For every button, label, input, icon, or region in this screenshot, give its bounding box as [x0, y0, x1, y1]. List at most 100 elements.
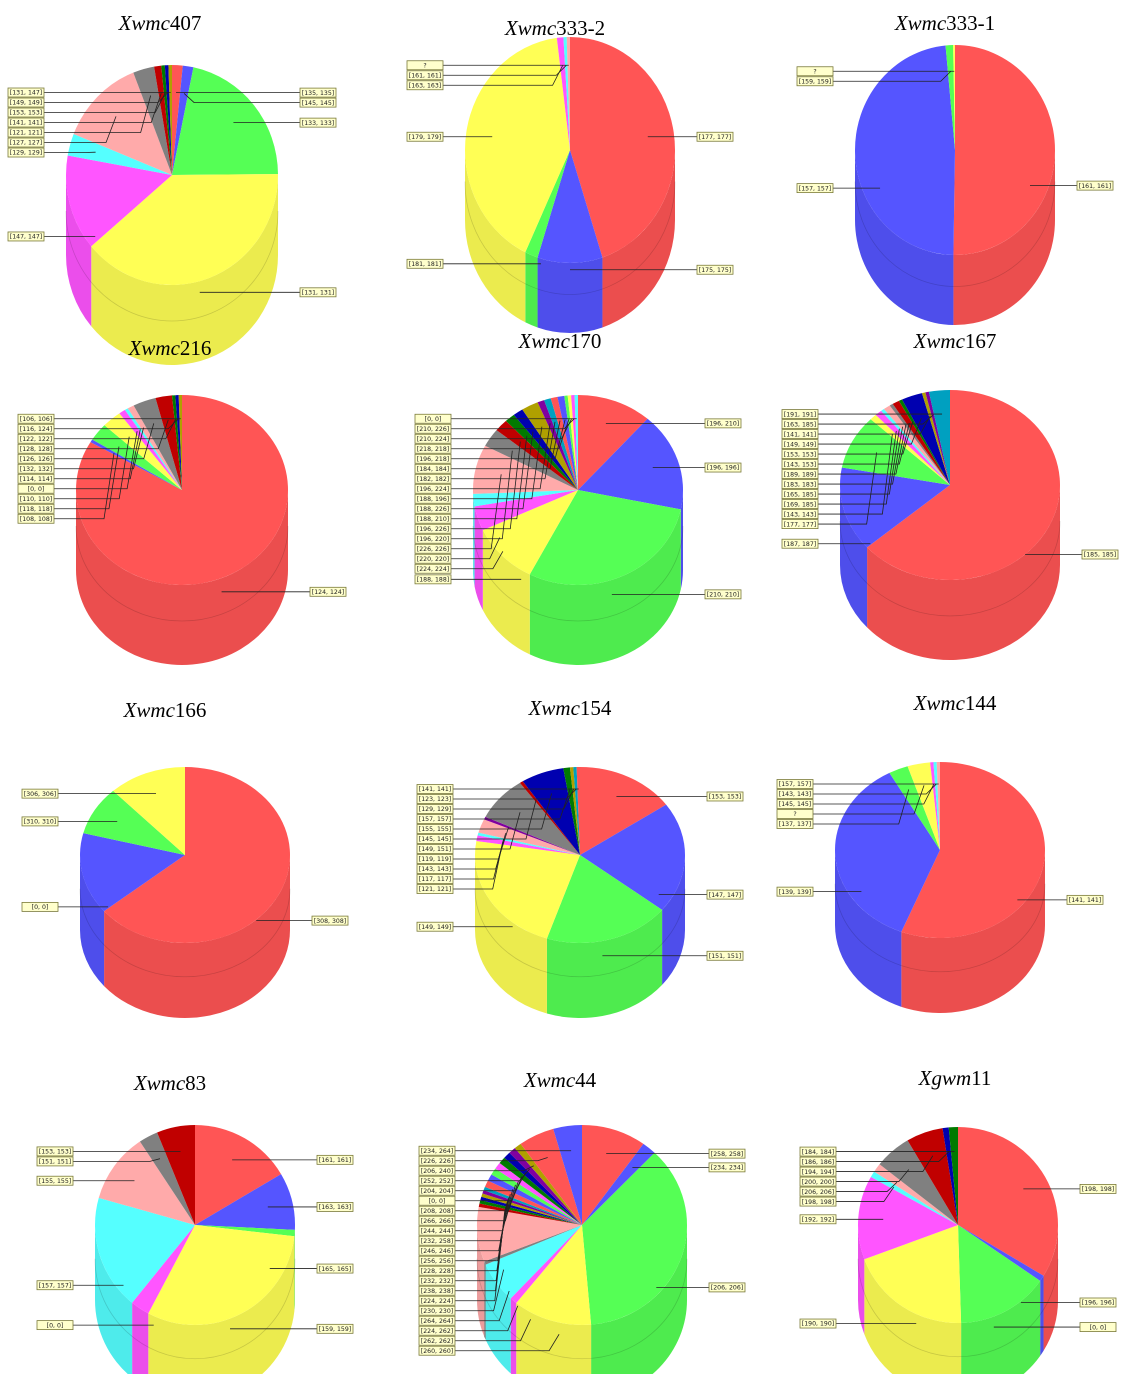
chart-title-italic: Xwmc — [118, 11, 171, 35]
label-box — [781, 469, 819, 479]
label-leader-line — [451, 537, 501, 560]
label-box — [704, 589, 742, 600]
slice-label: [0, 0] — [425, 416, 442, 423]
pie-side-5 — [132, 1302, 149, 1374]
label-leader-line — [818, 415, 931, 435]
slice-label: [149, 151] — [419, 846, 451, 853]
pie-side-band — [79, 888, 291, 978]
slice-label: [196, 218] — [417, 456, 449, 463]
label-box — [299, 87, 337, 98]
label-box — [416, 854, 454, 864]
chart-title-number: 333-2 — [556, 16, 605, 40]
chart-title-number: 144 — [965, 691, 997, 715]
pie-side-walls — [473, 490, 683, 665]
slice-label: [204, 204] — [421, 1188, 453, 1195]
label-box — [414, 563, 452, 574]
pie-slice-7 — [98, 1141, 195, 1225]
label-box — [418, 1215, 456, 1226]
pie-chart-5: Xwmc170 [196, 210] [196, 196] [210, 210] [0,… — [414, 329, 742, 665]
slice-label: [226, 226] — [421, 1158, 453, 1165]
slice-label: [246, 246] — [421, 1248, 453, 1255]
pie-slice-10 — [505, 414, 578, 490]
chart-title: Xwmc144 — [913, 691, 997, 715]
pie-slice-6 — [870, 1171, 958, 1225]
pie-chart-9: Xwmc144 [141, 141][157, 157][143, 143][14… — [776, 691, 1104, 1013]
slice-label: [157, 157] — [779, 781, 811, 788]
pie-side-3 — [591, 1225, 687, 1374]
label-box — [17, 433, 55, 444]
pie-slice-3 — [195, 1225, 295, 1237]
pie-slice-1 — [578, 395, 648, 490]
pie-side-1 — [953, 150, 1055, 325]
label-box — [418, 1285, 456, 1296]
pie-slice-5 — [875, 410, 950, 485]
slice-label: [196, 196] — [707, 465, 739, 472]
slice-labels: [124, 124] [106, 106] [116, 124] [122, 122]… — [17, 413, 347, 597]
pie-side-band — [94, 1258, 296, 1360]
label-box — [416, 921, 454, 932]
label-box — [799, 1166, 837, 1177]
pie-side-band — [474, 888, 686, 978]
label-box — [21, 901, 59, 912]
pie-slice-4 — [482, 490, 578, 575]
label-box — [316, 1154, 354, 1165]
slice-label: [131, 131] — [302, 290, 334, 297]
label-box — [781, 459, 819, 469]
pie-side-5 — [858, 1225, 865, 1335]
pie-slice-5 — [119, 409, 182, 490]
label-box — [316, 1202, 354, 1212]
label-box — [17, 513, 55, 524]
slice-label: [110, 110] — [20, 496, 52, 503]
label-leader-line — [54, 453, 115, 520]
pie-side-5 — [510, 1298, 517, 1374]
slice-label: [163, 163] — [409, 82, 441, 89]
slice-label: [117, 117] — [419, 876, 451, 883]
chart-title-number: 170 — [570, 329, 602, 353]
chart-title-number: 167 — [965, 329, 997, 353]
slice-label: [155, 155] — [39, 1178, 71, 1185]
slice-label: [163, 163] — [319, 1204, 351, 1211]
pie-slice-13 — [482, 1190, 582, 1225]
label-box — [781, 419, 819, 429]
label-leader-line — [451, 420, 561, 470]
label-box — [418, 1175, 456, 1186]
pie-side-6 — [95, 1225, 133, 1374]
slice-label: [198, 198] — [1082, 1186, 1114, 1193]
pie-slice-1 — [76, 395, 288, 586]
slice-labels: [141, 141] [157, 157] [143, 143] [145, 145]… — [776, 779, 1104, 905]
label-box — [781, 489, 819, 499]
slice-label: [157, 157] — [799, 185, 831, 192]
slice-labels: [185, 185] [191, 191] [163, 185] [141, 141]… — [781, 409, 1119, 560]
label-box — [36, 1280, 74, 1291]
slice-label: [177, 177] — [784, 521, 816, 528]
pie-side-4 — [475, 855, 547, 1014]
pie-top — [464, 37, 676, 263]
pie-slice-4 — [475, 840, 580, 939]
label-box — [418, 1235, 456, 1246]
chart-title-number: 83 — [185, 1071, 206, 1095]
label-box — [414, 473, 452, 484]
slice-label: [0, 0] — [47, 1322, 64, 1329]
pie-slice-6 — [67, 133, 172, 175]
label-box — [7, 97, 45, 108]
slice-label: [165, 165] — [319, 1266, 351, 1273]
label-leader-line — [451, 474, 502, 550]
label-box — [316, 1263, 354, 1274]
pie-slice-15 — [550, 396, 578, 490]
pie-slice-5 — [858, 1176, 958, 1260]
label-box — [36, 1175, 74, 1186]
pie-side-band — [65, 210, 279, 322]
slice-label: [210, 224] — [417, 436, 449, 443]
pie-side-4 — [148, 1236, 295, 1374]
pie-slice-10 — [479, 1200, 582, 1225]
label-leader-line — [451, 418, 572, 440]
pie-slice-2 — [578, 418, 683, 510]
label-leader-line — [44, 93, 162, 123]
pie-side-2 — [537, 257, 603, 334]
label-box — [776, 799, 814, 809]
label-box — [418, 1185, 456, 1196]
chart-title-number: 333-1 — [946, 11, 995, 35]
label-box — [416, 824, 454, 834]
label-box — [418, 1195, 456, 1206]
pie-top — [858, 1127, 1058, 1323]
